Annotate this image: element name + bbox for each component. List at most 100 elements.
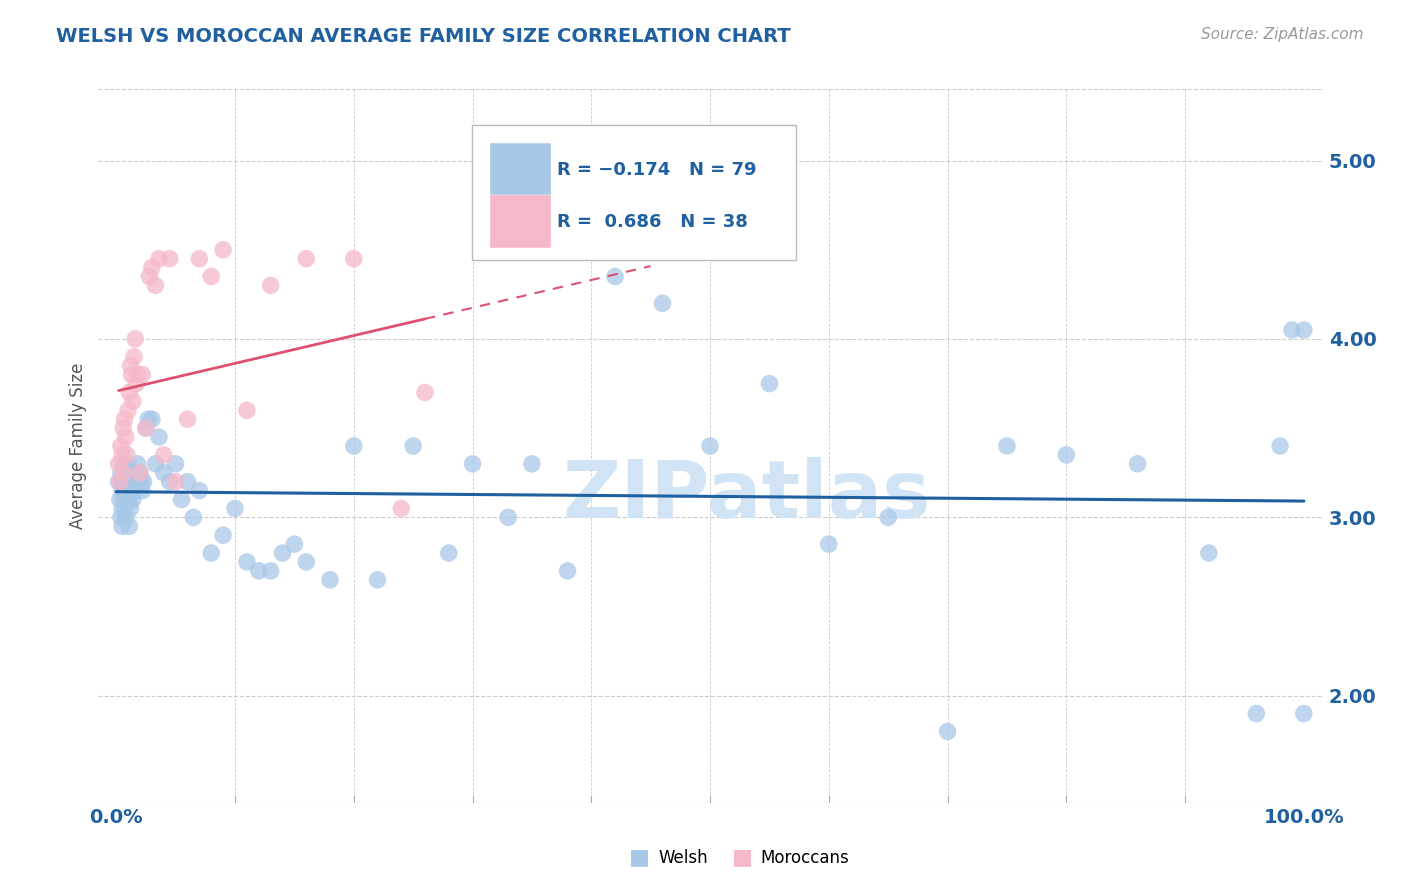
Point (148, 252, 170, 266)
Point (165, 475, 187, 489)
Point (135, 421, 157, 435)
Point (295, 252, 318, 266)
Point (212, 528, 235, 542)
Point (114, 412, 136, 426)
Point (343, 252, 366, 266)
Point (176, 475, 198, 489)
Point (183, 510, 205, 524)
Point (112, 475, 135, 489)
Point (120, 359, 142, 373)
Point (112, 421, 135, 435)
Point (124, 483, 146, 498)
Point (115, 466, 138, 480)
Point (520, 457, 543, 471)
Point (603, 269, 626, 284)
Text: ■: ■ (733, 847, 752, 867)
Point (110, 439, 132, 453)
Text: ■: ■ (630, 847, 650, 867)
Point (1198, 546, 1220, 560)
Point (159, 252, 181, 266)
Point (107, 457, 129, 471)
Point (108, 475, 131, 489)
Point (758, 376, 780, 391)
Point (170, 492, 193, 507)
Point (1246, 706, 1268, 721)
Point (366, 573, 388, 587)
Point (141, 412, 163, 426)
Y-axis label: Average Family Size: Average Family Size (69, 363, 87, 529)
Point (1054, 448, 1077, 462)
Point (152, 466, 174, 480)
Point (224, 501, 246, 516)
Point (118, 385, 141, 400)
Point (121, 492, 143, 507)
Point (114, 430, 136, 444)
Point (200, 269, 222, 284)
Point (212, 243, 235, 257)
Point (120, 475, 142, 489)
Point (413, 385, 436, 400)
Point (121, 368, 143, 382)
Point (437, 546, 460, 560)
Point (132, 475, 155, 489)
Point (236, 555, 259, 569)
Point (108, 492, 131, 507)
Text: R =  0.686   N = 38: R = 0.686 N = 38 (557, 213, 748, 231)
Point (135, 421, 157, 435)
Point (111, 519, 134, 533)
Point (117, 457, 139, 471)
Point (118, 492, 141, 507)
Point (118, 519, 141, 533)
Point (115, 448, 138, 462)
Point (122, 466, 145, 480)
FancyBboxPatch shape (471, 125, 796, 260)
Point (112, 457, 135, 471)
Point (145, 278, 167, 293)
Point (114, 475, 136, 489)
Point (114, 483, 136, 498)
Point (148, 430, 170, 444)
Point (141, 260, 163, 275)
Point (152, 448, 174, 462)
Point (111, 448, 134, 462)
Point (120, 501, 142, 516)
Point (111, 501, 134, 516)
Point (389, 501, 412, 516)
Point (117, 403, 139, 417)
FancyBboxPatch shape (489, 143, 551, 196)
Point (110, 510, 132, 524)
Point (236, 403, 259, 417)
Point (283, 537, 305, 551)
Point (200, 546, 222, 560)
Point (122, 350, 145, 364)
Point (271, 546, 294, 560)
Point (402, 439, 425, 453)
Point (110, 466, 132, 480)
Point (936, 724, 959, 739)
Point (259, 278, 281, 293)
Point (117, 483, 139, 498)
Point (247, 564, 270, 578)
Point (188, 252, 211, 266)
Point (128, 475, 150, 489)
Point (699, 439, 721, 453)
Point (121, 483, 143, 498)
Point (124, 332, 146, 346)
Point (129, 466, 152, 480)
Point (1268, 439, 1291, 453)
Text: Source: ZipAtlas.com: Source: ZipAtlas.com (1201, 27, 1364, 42)
Point (125, 376, 148, 391)
Point (1292, 323, 1315, 337)
Point (259, 564, 281, 578)
Point (127, 368, 149, 382)
Point (111, 483, 134, 498)
Point (129, 466, 152, 480)
Point (131, 483, 153, 498)
Point (115, 492, 138, 507)
Point (121, 394, 143, 409)
Point (295, 555, 318, 569)
Point (461, 457, 484, 471)
Text: R = −0.174   N = 79: R = −0.174 N = 79 (557, 161, 756, 178)
Point (817, 537, 839, 551)
Point (651, 296, 673, 310)
